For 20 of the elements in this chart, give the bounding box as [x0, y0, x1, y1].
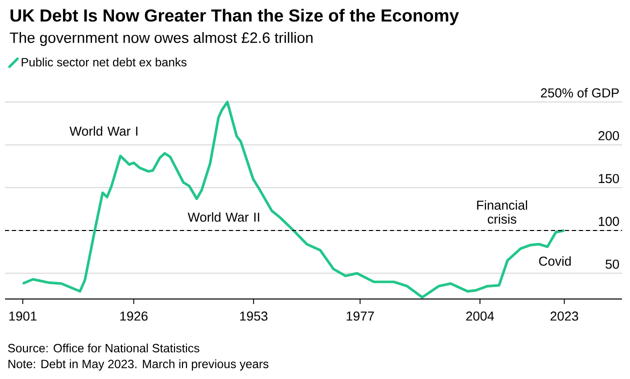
- chart-title: UK Debt Is Now Greater Than the Size of the Economy: [10, 8, 459, 26]
- y-tick-label: 150: [598, 174, 619, 184]
- x-tick-label: 1953: [240, 312, 268, 321]
- annotation: Covid: [539, 256, 571, 266]
- y-tick-label: 250% of GDP: [540, 88, 619, 98]
- legend-label: Public sector net debt ex banks: [22, 58, 186, 66]
- x-tick-label: 1977: [346, 312, 374, 321]
- text: Note: Debt in May 2023. March in previous years: [8, 359, 268, 371]
- x-tick-label: 1901: [9, 312, 37, 321]
- annotation: World War I: [70, 126, 138, 136]
- annotation: Financial crisis: [477, 200, 528, 224]
- y-tick-label: 200: [598, 131, 619, 140]
- y-tick-label: 50: [606, 260, 619, 269]
- x-tick-label: 2004: [466, 312, 494, 321]
- chart-subtitle: The government now owes almost £2.6 trillion: [10, 32, 312, 46]
- annotation: World War II: [188, 212, 260, 222]
- x-tick-label: 1926: [120, 312, 148, 321]
- y-tick-label: 100: [598, 216, 619, 226]
- source-note: Source: Office for National Statistics: [8, 344, 200, 352]
- x-tick-label: 2023: [550, 312, 578, 321]
